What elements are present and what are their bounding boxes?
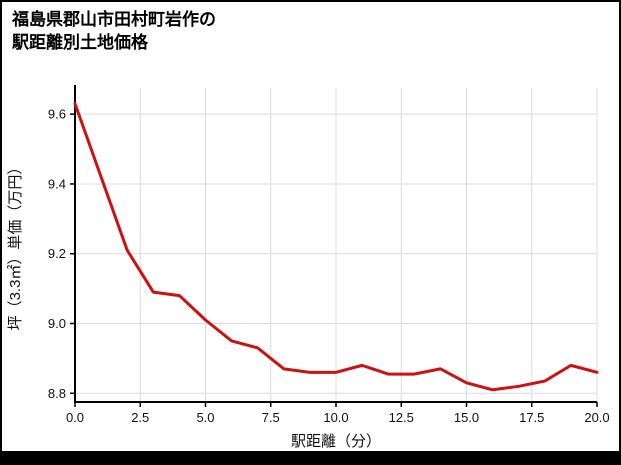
x-tick-label: 20.0: [584, 410, 609, 425]
x-tick-label: 12.5: [389, 410, 414, 425]
y-tick-label: 9.6: [48, 107, 66, 122]
x-tick-label: 15.0: [454, 410, 479, 425]
chart-svg: 0.0 2.5 5.0 7.5 10.0 12.5 15.0 17.5 20.0 8.8 9.0 9.…: [7, 85, 610, 450]
y-tick-label: 9.0: [48, 316, 66, 331]
x-tick-label: 10.0: [323, 410, 348, 425]
y-tick-label: 8.8: [48, 386, 66, 401]
x-axis-label: 駅距離（分）: [291, 432, 381, 450]
chart-title: 福島県郡山市田村町岩作の 駅距離別土地価格: [12, 8, 216, 54]
x-tick-label: 2.5: [131, 410, 149, 425]
y-tick-label: 9.2: [48, 246, 66, 261]
chart-title-line2: 駅距離別土地価格: [12, 33, 148, 52]
x-tick-label: 5.0: [196, 410, 214, 425]
y-axis-label: 坪（3.3㎡）単価（万円）: [7, 160, 24, 331]
price-line: [73, 102, 599, 392]
x-tick-label: 0.0: [66, 410, 84, 425]
chart-title-line1: 福島県郡山市田村町岩作の: [12, 10, 216, 29]
y-tick-label: 9.4: [48, 176, 66, 191]
x-tick-label: 17.5: [519, 410, 544, 425]
footer-bar: [2, 451, 619, 463]
chart-area: 0.0 2.5 5.0 7.5 10.0 12.5 15.0 17.5 20.0 8.8 9.0 9.…: [2, 72, 619, 453]
x-tick-label: 7.5: [262, 410, 280, 425]
